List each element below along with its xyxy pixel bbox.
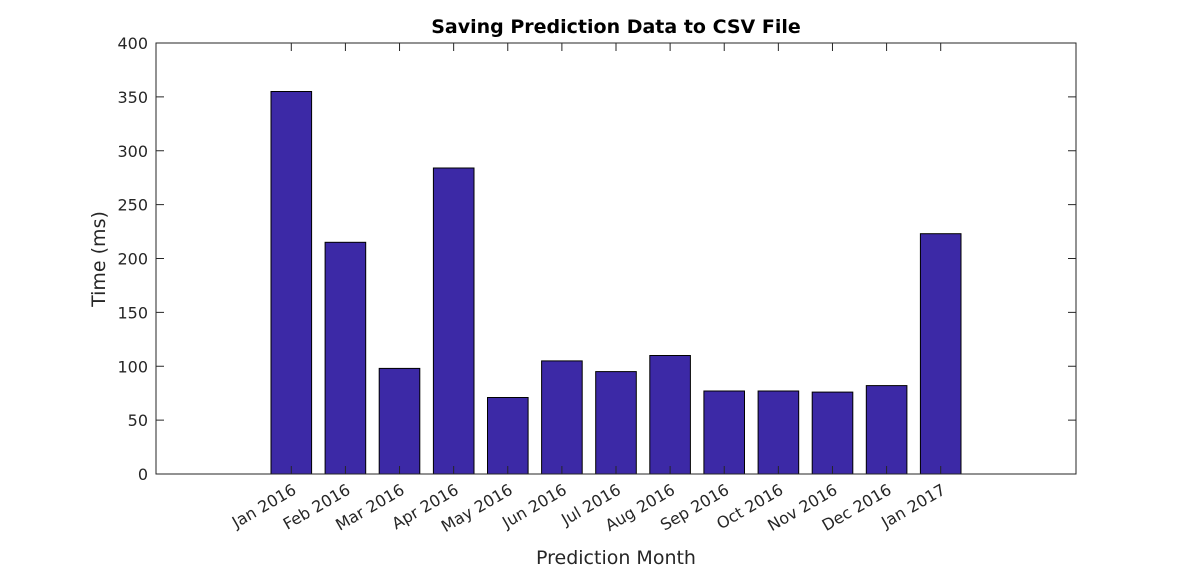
bar xyxy=(324,241,367,475)
bar xyxy=(811,391,854,475)
y-tick-label: 0 xyxy=(138,465,148,484)
bar xyxy=(541,360,583,475)
bar xyxy=(595,371,637,475)
bars-group xyxy=(270,91,962,475)
bar xyxy=(919,233,962,475)
plot-frame xyxy=(155,42,1077,475)
chart-title: Saving Prediction Data to CSV File xyxy=(431,16,801,38)
bar xyxy=(270,91,313,475)
bar xyxy=(865,385,908,475)
x-axis-label: Prediction Month xyxy=(536,547,696,569)
y-axis-label: Time (ms) xyxy=(88,211,110,308)
y-tick-label: 350 xyxy=(117,88,148,107)
bar xyxy=(432,167,475,475)
y-tick-label: 100 xyxy=(117,357,148,376)
y-tick-label: 400 xyxy=(117,34,148,53)
y-tick-label: 150 xyxy=(117,303,148,322)
bar xyxy=(703,390,746,475)
y-tick-label: 200 xyxy=(117,250,148,269)
bar xyxy=(649,355,691,475)
bar xyxy=(757,390,800,475)
bar xyxy=(378,367,421,475)
y-tick-label: 50 xyxy=(128,411,148,430)
bar xyxy=(487,397,529,475)
y-tick-label: 300 xyxy=(117,142,148,161)
y-tick-label: 250 xyxy=(117,196,148,215)
